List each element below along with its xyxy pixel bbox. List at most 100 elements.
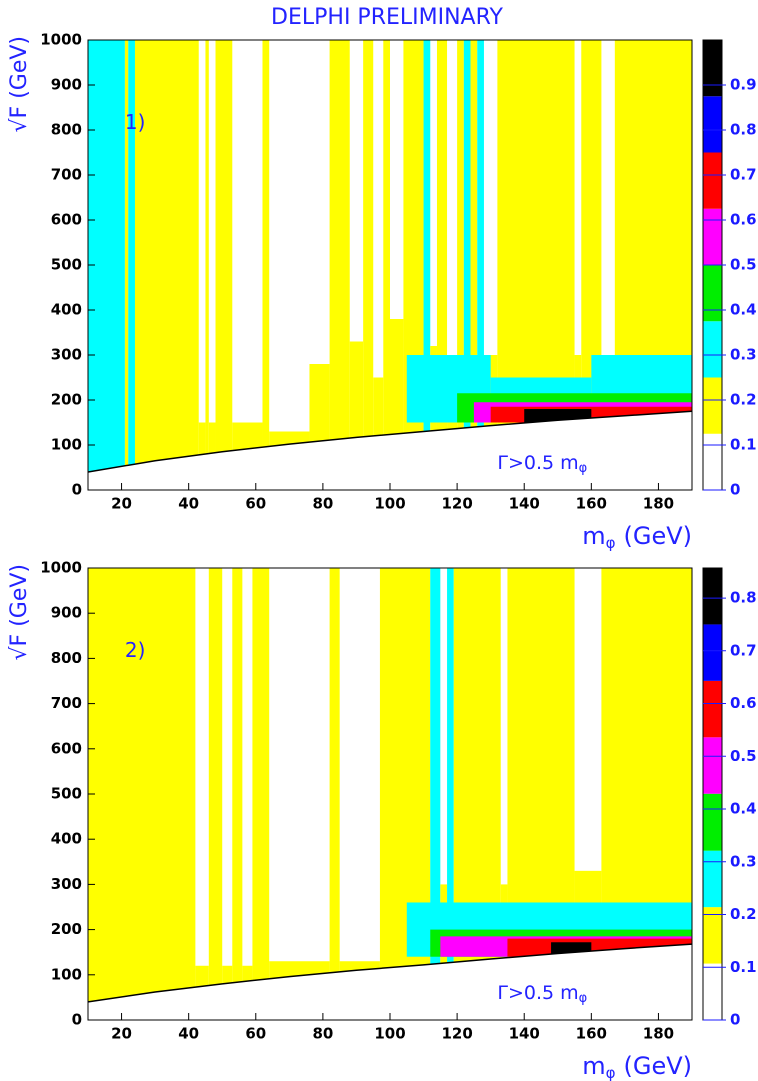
heatmap-cell (423, 40, 431, 490)
heatmap-cell (457, 40, 464, 490)
heatmap-cell (128, 40, 135, 490)
figure-title: DELPHI PRELIMINARY (271, 5, 503, 30)
heatmap-cell (363, 40, 374, 490)
colorbar-band (703, 850, 722, 908)
y-axis-label: √F (GeV) (7, 36, 32, 132)
heatmap-cell (383, 40, 390, 490)
colorbar-tick-label: 0.3 (730, 346, 757, 364)
annotation: Γ>0.5 mφ (497, 981, 587, 1005)
boundary-line (88, 410, 692, 473)
plot-area (88, 568, 692, 1020)
y-tick-label: 900 (51, 76, 82, 94)
y-tick-label: 200 (51, 920, 82, 938)
excluded-region (88, 411, 692, 490)
colorbar-tick-label: 0.9 (730, 76, 757, 94)
y-tick-label: 400 (51, 301, 82, 319)
x-axis-label-sub: φ (606, 534, 616, 552)
y-tick-label: 800 (51, 649, 82, 667)
panel-label: 2) (125, 638, 146, 662)
heatmap-cell (215, 40, 233, 490)
x-tick-label: 60 (245, 495, 266, 513)
heatmap-cell (124, 40, 129, 490)
heatmap-cell (208, 568, 223, 1020)
heatmap-cell (477, 40, 484, 490)
x-tick-label: 160 (576, 1025, 607, 1043)
heatmap-cell (88, 568, 196, 1020)
colorbar-tick-label: 0.1 (730, 436, 757, 454)
y-tick-label: 1000 (40, 559, 82, 577)
colorbar-band (703, 321, 722, 378)
heatmap-cell (329, 568, 340, 1020)
heatmap-cell (134, 40, 199, 490)
heatmap-cell (373, 377, 384, 490)
colorbar-tick-label: 0.2 (730, 905, 757, 923)
y-tick-label: 700 (51, 694, 82, 712)
heatmap-cell (205, 40, 209, 490)
y-tick-label: 600 (51, 211, 82, 229)
heatmap-cell (252, 568, 270, 1020)
colorbar-tick-label: 0.1 (730, 958, 757, 976)
colorbar-tick-label: 0.7 (730, 166, 757, 184)
x-tick-label: 40 (178, 1025, 199, 1043)
y-tick-label: 300 (51, 875, 82, 893)
heatmap-cell (262, 40, 270, 490)
y-tick-label: 300 (51, 346, 82, 364)
y-tick-label: 0 (72, 1011, 82, 1029)
x-axis-label-unit: (GeV) (623, 522, 692, 550)
y-tick-label: 400 (51, 830, 82, 848)
y-tick-label: 200 (51, 391, 82, 409)
colorbar-band (703, 265, 722, 322)
panel-label: 1) (125, 110, 146, 134)
colorbar-band (703, 624, 722, 681)
plot-area (88, 40, 692, 490)
colorbar-tick-label: 0.6 (730, 694, 757, 712)
colorbar-band (703, 680, 722, 738)
x-tick-label: 160 (576, 495, 607, 513)
colorbar-tick-label: 0.6 (730, 211, 757, 229)
colorbar-band (703, 377, 722, 434)
heatmap-cell (463, 40, 471, 490)
colorbar-band (703, 907, 722, 964)
colorbar-tick-label: 0.4 (730, 301, 757, 319)
x-axis-label-main: m (582, 1052, 605, 1080)
heatmap-cell (430, 568, 441, 1020)
y-tick-label: 1000 (40, 31, 82, 49)
x-axis-label-main: m (582, 522, 605, 550)
heatmap-cell (329, 40, 350, 490)
colorbar-band (703, 96, 722, 153)
annotation-main: Γ>0.5 m (497, 452, 578, 474)
heatmap-cell (232, 568, 243, 1020)
x-tick-label: 80 (312, 495, 333, 513)
colorbar-tick-label: 0.7 (730, 641, 757, 659)
x-axis-label: mφ (GeV) (582, 522, 692, 552)
x-axis-label: mφ (GeV) (582, 1052, 692, 1081)
colorbar-band (703, 208, 722, 265)
colorbar-band (703, 433, 722, 490)
y-tick-label: 500 (51, 256, 82, 274)
x-tick-label: 180 (643, 1025, 674, 1043)
y-tick-label: 100 (51, 436, 82, 454)
colorbar-band (703, 40, 722, 97)
annotation-main: Γ>0.5 m (497, 981, 578, 1003)
colorbar-tick-label: 0.3 (730, 852, 757, 870)
x-tick-label: 140 (509, 1025, 540, 1043)
x-axis-label-sub: φ (606, 1064, 616, 1081)
y-tick-label: 500 (51, 785, 82, 803)
colorbar-band (703, 152, 722, 209)
heatmap-cell (436, 40, 448, 490)
colorbar-band (703, 963, 722, 1020)
y-tick-label: 800 (51, 121, 82, 139)
x-tick-label: 40 (178, 495, 199, 513)
y-tick-label: 700 (51, 166, 82, 184)
colorbar-tick-label: 0.8 (730, 589, 757, 607)
x-tick-label: 60 (245, 1025, 266, 1043)
x-tick-label: 20 (111, 1025, 132, 1043)
y-tick-label: 100 (51, 965, 82, 983)
colorbar-tick-label: 0 (730, 1011, 740, 1029)
y-tick-label: 0 (72, 481, 82, 499)
x-tick-label: 180 (643, 495, 674, 513)
x-tick-label: 20 (111, 495, 132, 513)
y-axis-label: √F (GeV) (7, 564, 32, 660)
annotation-sub: φ (579, 461, 588, 476)
annotation: Γ>0.5 mφ (497, 452, 587, 476)
